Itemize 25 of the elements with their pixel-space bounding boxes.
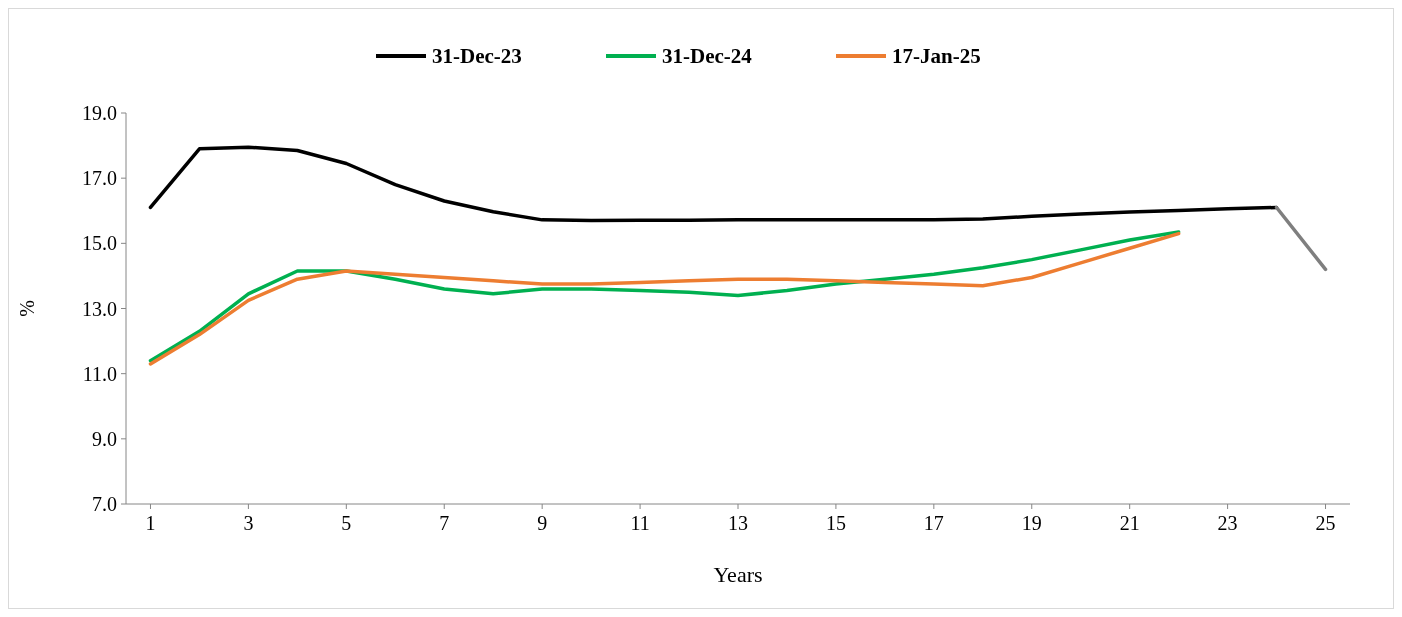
y-tick-label: 7.0	[92, 493, 117, 515]
y-tick-label: 17.0	[82, 167, 117, 190]
x-tick-label: 25	[1315, 512, 1336, 534]
legend-label: 31-Dec-23	[432, 44, 522, 69]
x-axis-title: Years	[713, 562, 763, 587]
y-tick-label: 19.0	[82, 102, 117, 124]
x-tick-label: 15	[825, 512, 846, 534]
x-tick-label: 13	[728, 512, 748, 534]
y-tick-label: 15.0	[82, 232, 117, 255]
y-tick-label: 9.0	[92, 427, 117, 450]
legend-label: 17-Jan-25	[892, 44, 981, 69]
x-tick-label: 9	[537, 512, 548, 534]
x-tick-label: 23	[1217, 512, 1238, 534]
x-tick-label: 17	[923, 512, 944, 534]
y-tick-label: 11.0	[82, 362, 117, 385]
x-tick-label: 5	[341, 512, 352, 534]
x-tick-label: 7	[439, 512, 450, 534]
legend-label: 31-Dec-24	[662, 44, 753, 69]
x-tick-label: 19	[1021, 512, 1042, 534]
x-tick-label: 11	[630, 512, 650, 534]
x-tick-label: 21	[1119, 512, 1140, 534]
x-tick-label: 3	[243, 512, 254, 534]
y-axis-title: %	[16, 300, 38, 317]
x-tick-label: 1	[145, 512, 156, 534]
y-tick-label: 13.0	[82, 297, 117, 320]
